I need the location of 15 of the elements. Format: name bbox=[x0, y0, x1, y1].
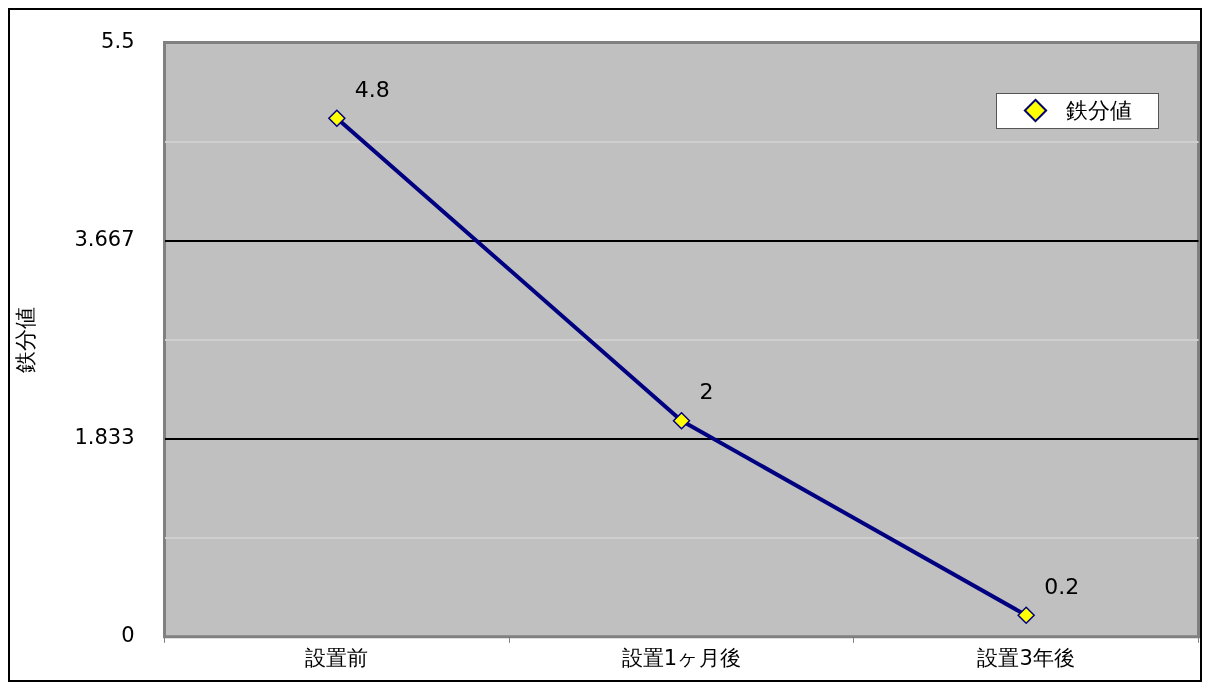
point bbox=[328, 109, 346, 127]
y-tick-label: 3.667 bbox=[74, 227, 135, 252]
x-tick-label: 設置前 bbox=[305, 645, 369, 670]
data-label: 0.2 bbox=[1044, 573, 1080, 599]
data-label: 2 bbox=[699, 379, 714, 405]
x-tick-label: 設置3年後 bbox=[977, 645, 1075, 670]
y-tick-label: 0 bbox=[121, 623, 135, 648]
x-tick-label: 設置1ヶ月後 bbox=[621, 645, 742, 670]
y-tick-label: 1.833 bbox=[74, 425, 135, 450]
data-label: 4.8 bbox=[354, 76, 390, 102]
y-tick-label: 5.5 bbox=[101, 29, 135, 54]
y-axis-title: 鉄分値 bbox=[12, 306, 38, 373]
point bbox=[1017, 606, 1035, 624]
point bbox=[672, 411, 691, 430]
legend-label: 鉄分値 bbox=[1065, 96, 1132, 125]
